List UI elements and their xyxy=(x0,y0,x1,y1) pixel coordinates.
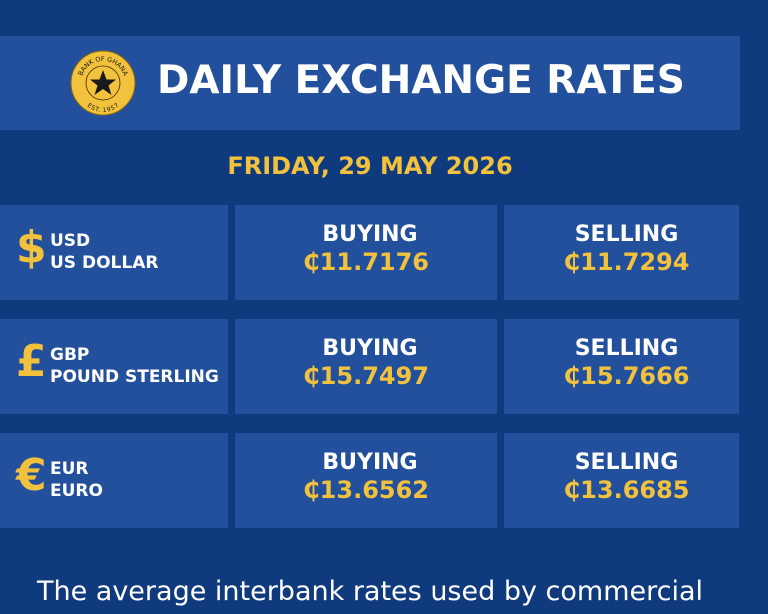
date: FRIDAY, 29 MAY 2026 xyxy=(227,152,513,180)
rate-box xyxy=(504,319,739,414)
logo: BANK OF GHANA EST. 1957 xyxy=(70,50,136,116)
selling-label: SELLING xyxy=(574,222,679,247)
currency-symbol: £ xyxy=(16,336,47,387)
currency-name: US DOLLAR xyxy=(50,253,159,273)
currency-symbol: $ xyxy=(16,222,47,273)
currency-name: EURO xyxy=(50,481,103,501)
buying-label: BUYING xyxy=(322,336,418,361)
selling-label: SELLING xyxy=(574,450,679,475)
title: DAILY EXCHANGE RATES xyxy=(157,58,685,103)
currency-box xyxy=(0,319,228,414)
buying-label: BUYING xyxy=(322,450,418,475)
currency-symbol: € xyxy=(16,450,47,501)
currency-name: POUND STERLING xyxy=(50,367,219,387)
currency-box xyxy=(0,433,228,528)
rate-box xyxy=(235,433,497,528)
rate-box xyxy=(504,433,739,528)
buying-rate: ₵15.7497 xyxy=(302,362,429,390)
rate-box xyxy=(504,205,739,300)
rate-box xyxy=(235,319,497,414)
currency-code: GBP xyxy=(50,345,90,365)
currency-box xyxy=(0,205,228,300)
footer-text: The average interbank rates used by comm… xyxy=(36,576,704,607)
rate-box xyxy=(235,205,497,300)
selling-rate: ₵13.6685 xyxy=(563,476,690,504)
selling-rate: ₵15.7666 xyxy=(563,362,690,390)
buying-label: BUYING xyxy=(322,222,418,247)
currency-code: EUR xyxy=(50,459,89,479)
selling-rate: ₵11.7294 xyxy=(563,248,690,276)
currency-code: USD xyxy=(50,231,91,251)
buying-rate: ₵13.6562 xyxy=(302,476,429,504)
selling-label: SELLING xyxy=(574,336,679,361)
buying-rate: ₵11.7176 xyxy=(302,248,429,276)
